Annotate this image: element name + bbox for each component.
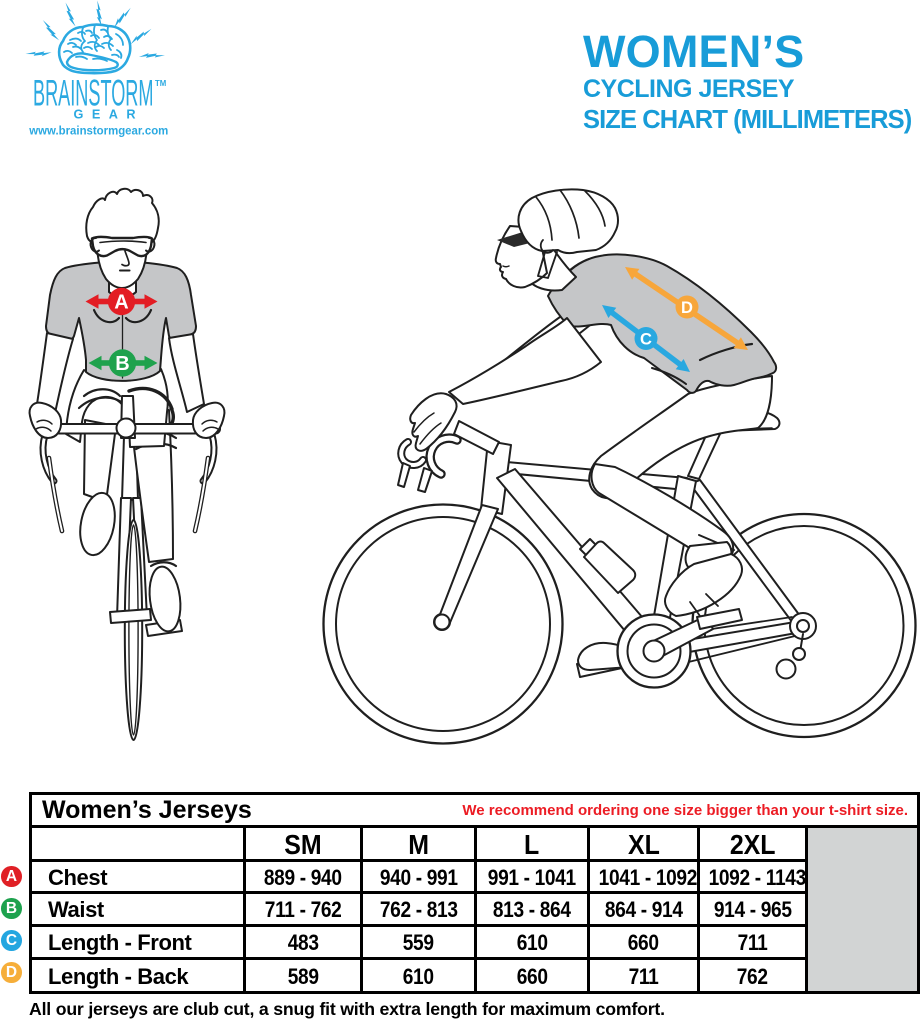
svg-text:BRAINSTORM: BRAINSTORM: [33, 73, 154, 114]
svg-text:www.brainstormgear.com: www.brainstormgear.com: [28, 124, 168, 138]
svg-text:D: D: [681, 299, 693, 317]
svg-text:C: C: [640, 330, 652, 348]
svg-text:B: B: [115, 353, 129, 375]
svg-text:A: A: [114, 292, 128, 314]
svg-text:TM: TM: [155, 79, 166, 88]
